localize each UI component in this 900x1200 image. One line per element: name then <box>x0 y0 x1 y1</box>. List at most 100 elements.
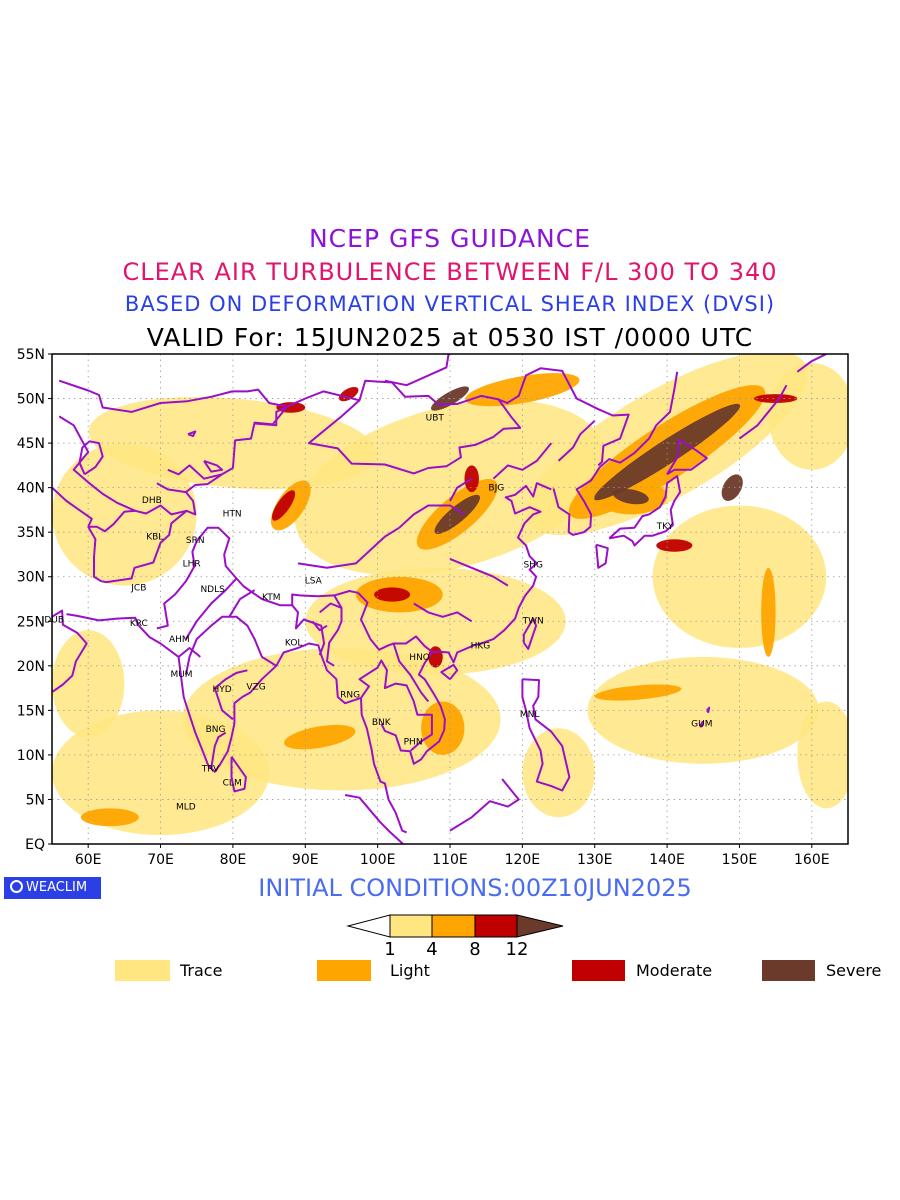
lon-tick-label: 140E <box>649 852 685 868</box>
title-line-3: BASED ON DEFORMATION VERTICAL SHEAR INDE… <box>124 292 776 316</box>
boundary-line <box>522 617 538 650</box>
legend-label-moderate: Moderate <box>636 961 713 980</box>
lat-tick-label: 55N <box>17 347 45 363</box>
boundary-line <box>297 526 400 569</box>
boundary-line <box>440 663 459 680</box>
lon-tick-label: 100E <box>360 852 396 868</box>
boundary-line <box>384 354 450 387</box>
station-label: BJG <box>488 484 504 494</box>
turbulence-moderate-area <box>338 386 359 402</box>
turbulence-trace-area <box>652 505 827 648</box>
title-line-2: CLEAR AIR TURBULENCE BETWEEN F/L 300 TO … <box>122 258 778 286</box>
boundary-line <box>230 756 247 793</box>
station-label: AHM <box>169 635 190 645</box>
boundary-line <box>228 589 256 618</box>
grid-lines <box>52 354 848 844</box>
station-label: KRC <box>130 619 148 629</box>
colorbar-segment <box>389 914 433 938</box>
boundary-line <box>357 592 433 653</box>
lat-tick-label: 25N <box>17 614 45 630</box>
station-label: SRN <box>186 536 205 546</box>
boundary-line <box>319 602 342 614</box>
station-label: HTN <box>223 509 242 519</box>
lat-tick-label: 35N <box>17 525 45 541</box>
turbulence-light-area <box>284 724 356 750</box>
weaclim-logo: WEACLIM <box>4 877 101 899</box>
boundary-line <box>344 794 404 844</box>
boundary-line <box>449 778 520 832</box>
lat-tick-label: 15N <box>17 703 45 719</box>
station-label: HKG <box>471 641 491 651</box>
station-label: GUM <box>691 720 712 730</box>
station-label: DHB <box>142 496 162 506</box>
initial-conditions: INITIAL CONDITIONS:00Z10JUN2025 <box>258 874 692 902</box>
turbulence-moderate-area <box>753 394 798 403</box>
boundary-line <box>380 482 552 765</box>
boundary-line <box>307 398 522 475</box>
lon-tick-label: 160E <box>794 852 830 868</box>
station-label: BNG <box>206 725 226 735</box>
boundary-line <box>156 482 187 494</box>
turbulence-moderate-area <box>271 490 296 521</box>
station-label: LSA <box>305 576 323 586</box>
boundary-line <box>449 477 473 502</box>
boundary-line <box>138 625 407 834</box>
valid-time: VALID For: 15JUN2025 at 0530 IST /0000 U… <box>146 323 754 352</box>
boundary-line <box>58 379 288 413</box>
boundary-line <box>254 405 288 427</box>
boundary-line <box>608 475 682 547</box>
station-label: MNL <box>520 710 540 720</box>
lat-tick-label: 5N <box>26 792 45 808</box>
turbulence-severe-area <box>434 494 481 534</box>
colorbar-tick-label: 8 <box>469 939 480 960</box>
station-label: KTM <box>262 593 280 603</box>
station-label: UBT <box>426 413 445 423</box>
legend-swatch-light <box>317 960 371 981</box>
station-label: MLD <box>176 803 196 813</box>
lat-tick-label: 20N <box>17 659 45 675</box>
station-label: VZG <box>246 682 265 692</box>
colorbar: 1 4 8 12 <box>346 914 564 960</box>
turbulence-moderate-area <box>276 402 306 413</box>
legend-swatch-severe <box>762 960 815 981</box>
boundary-line <box>185 577 238 640</box>
boundary-line <box>413 602 473 623</box>
station-labels: UBT BJG TKY SHG TWN HKG HNO MNL GUM BNK PHN RNG KOL K… <box>44 413 712 812</box>
lon-tick-label: 70E <box>147 852 174 868</box>
lon-tick-label: 110E <box>432 852 468 868</box>
turbulence-light-area <box>594 684 682 701</box>
station-label: PHN <box>404 738 423 748</box>
boundary-line <box>87 510 188 584</box>
colorbar-segment <box>474 914 518 938</box>
legend-label-trace: Trace <box>180 961 223 980</box>
turbulence-light-area <box>761 567 776 657</box>
lat-tick-label: 10N <box>17 748 45 764</box>
lat-tick-label: 50N <box>17 392 45 408</box>
lat-tick-label: 30N <box>17 570 45 586</box>
boundary-line <box>595 543 609 569</box>
legend-swatch-moderate <box>572 960 625 981</box>
boundary-line <box>203 459 224 473</box>
title-line-1: NCEP GFS GUIDANCE <box>308 224 591 253</box>
boundary-line <box>706 706 711 714</box>
station-label: TRV <box>201 764 220 774</box>
legend-label-light: Light <box>390 961 430 980</box>
boundary-line <box>88 367 630 533</box>
turbulence-field <box>52 354 848 836</box>
lat-tick-label: EQ <box>25 837 45 853</box>
colorbar-segment <box>431 914 476 938</box>
station-label: KOL <box>285 639 303 649</box>
boundary-line <box>521 678 571 792</box>
station-label: CLM <box>223 779 242 789</box>
station-label: BNK <box>372 718 392 728</box>
axis-labels: EQ 5N 10N 15N 20N 25N 30N 35N 40N 45N 50N 55N 60E 70E… <box>17 347 830 868</box>
boundary-line <box>796 354 827 373</box>
boundary-line <box>738 384 788 440</box>
boundary-line <box>177 647 201 658</box>
station-label: MUM <box>170 670 192 680</box>
boundary-line <box>358 659 433 752</box>
lon-tick-label: 80E <box>220 852 247 868</box>
station-label: TWN <box>522 616 544 626</box>
colorbar-tick-label: 12 <box>506 939 529 960</box>
